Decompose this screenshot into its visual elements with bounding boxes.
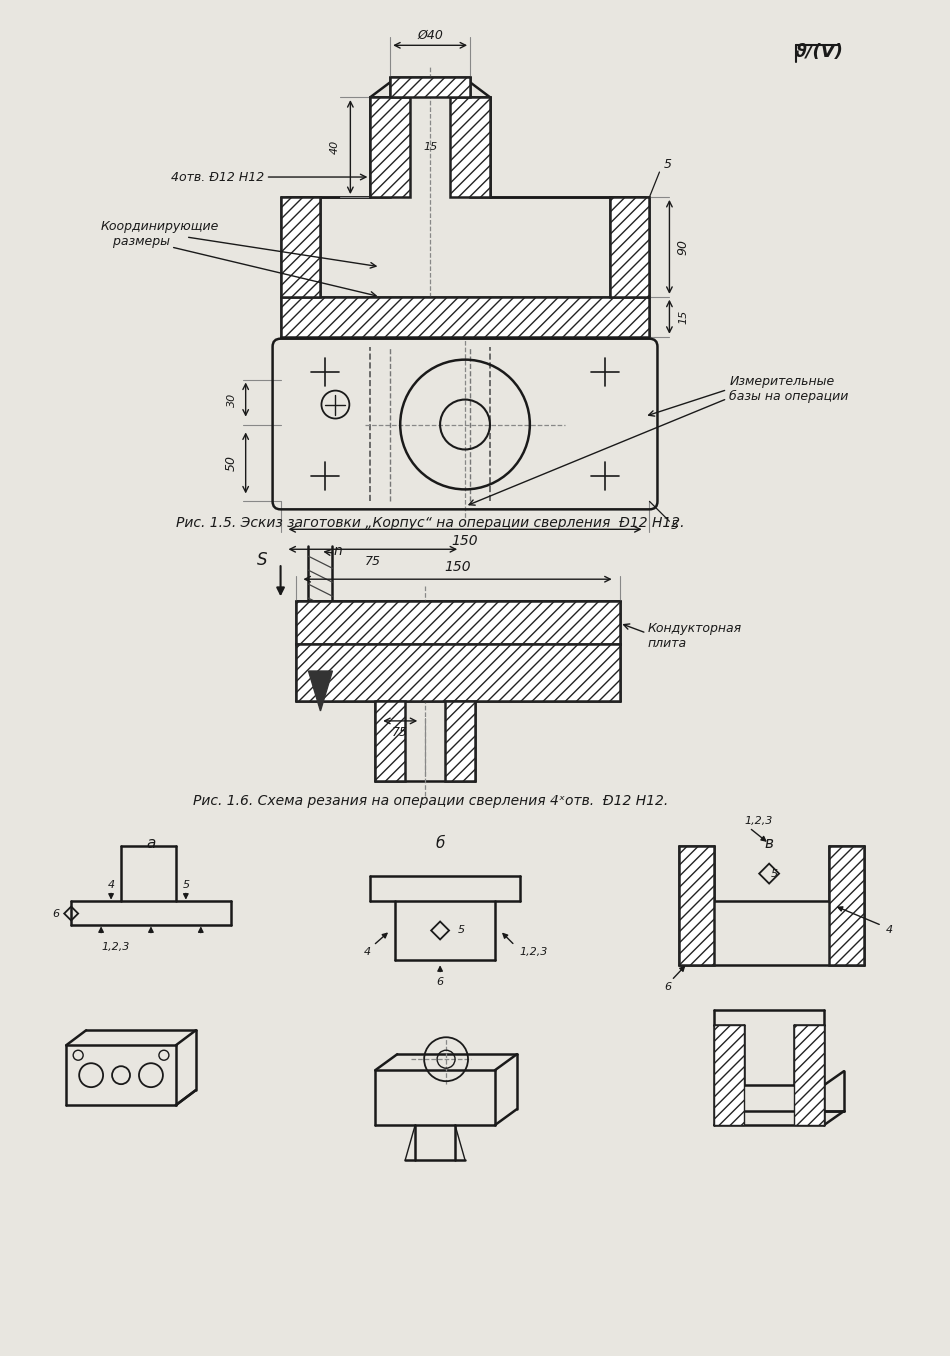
- Text: 4: 4: [107, 880, 115, 890]
- Bar: [450, 98, 490, 197]
- Bar: [370, 98, 390, 197]
- Text: 5: 5: [663, 157, 672, 171]
- Text: 1,2,3: 1,2,3: [101, 942, 129, 952]
- Text: ϑ/(V): ϑ/(V): [794, 43, 844, 61]
- Text: 4: 4: [885, 926, 893, 936]
- Bar: [679, 846, 714, 965]
- Text: Кондукторная
плита: Кондукторная плита: [648, 622, 742, 650]
- Text: 50: 50: [225, 456, 238, 471]
- Text: б: б: [435, 837, 445, 852]
- Text: Рис. 1.5. Эскиз заготовки „Корпус“ на операции сверления  Ð12 H12.: Рис. 1.5. Эскиз заготовки „Корпус“ на оп…: [176, 517, 684, 530]
- Text: 30: 30: [227, 392, 237, 407]
- Bar: [794, 1025, 824, 1125]
- Text: 150: 150: [451, 534, 479, 548]
- Text: 6: 6: [437, 978, 444, 987]
- Bar: [295, 601, 619, 644]
- Bar: [446, 701, 475, 781]
- Bar: [295, 644, 619, 701]
- Bar: [714, 1025, 744, 1125]
- Text: 1,2,3: 1,2,3: [744, 816, 772, 826]
- Text: Координирующие: Координирующие: [101, 221, 219, 233]
- Bar: [390, 77, 470, 98]
- Text: 6: 6: [664, 982, 671, 993]
- Text: n: n: [333, 544, 342, 559]
- Text: Ø40: Ø40: [417, 28, 443, 42]
- Bar: [280, 197, 320, 297]
- Text: 75: 75: [392, 727, 408, 739]
- Text: 15: 15: [423, 142, 437, 152]
- Text: размеры: размеры: [101, 236, 170, 248]
- Text: Измерительные: Измерительные: [730, 376, 834, 388]
- Bar: [280, 297, 650, 336]
- Bar: [375, 701, 406, 781]
- Text: 1,2,3: 1,2,3: [520, 948, 548, 957]
- Bar: [829, 846, 864, 965]
- Text: 4отв. Ð12 H12: 4отв. Ð12 H12: [171, 171, 264, 183]
- Text: 90: 90: [677, 239, 690, 255]
- Text: 150: 150: [445, 560, 471, 574]
- Bar: [370, 98, 410, 197]
- Text: 75: 75: [365, 555, 381, 568]
- Text: Рис. 1.6. Схема резания на операции сверления 4ˣотв.  Ð12 H12.: Рис. 1.6. Схема резания на операции свер…: [193, 793, 668, 808]
- Text: S: S: [257, 552, 268, 570]
- Text: 6: 6: [52, 909, 59, 918]
- Text: 5: 5: [458, 926, 466, 936]
- Text: в: в: [765, 837, 773, 852]
- Text: 4: 4: [364, 948, 370, 957]
- Text: базы на операции: базы на операции: [730, 391, 848, 403]
- Text: 5: 5: [182, 880, 189, 890]
- Text: 5: 5: [671, 519, 678, 532]
- Bar: [610, 197, 650, 297]
- Text: 15: 15: [678, 309, 689, 324]
- Text: 5: 5: [770, 869, 778, 879]
- Text: 40: 40: [330, 140, 339, 155]
- Bar: [470, 98, 490, 197]
- Polygon shape: [309, 671, 332, 711]
- Text: а: а: [146, 837, 156, 852]
